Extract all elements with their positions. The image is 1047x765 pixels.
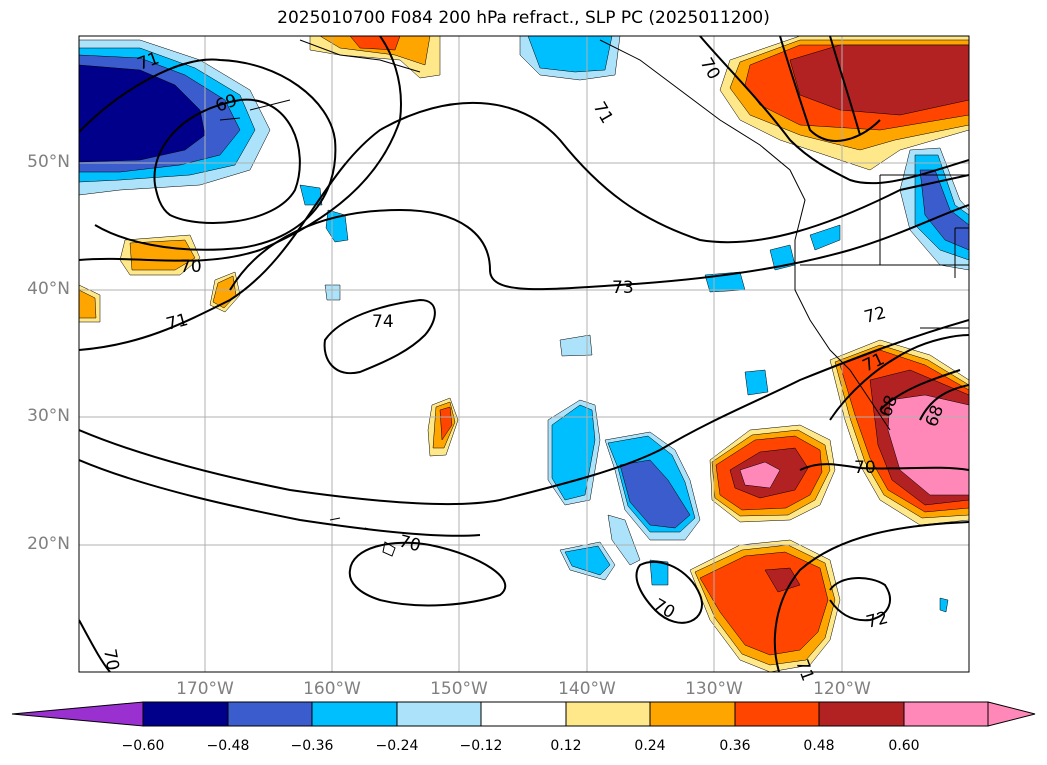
colorbar-tick-label: −0.12	[459, 738, 503, 754]
slp-contours	[79, 36, 969, 672]
colorbar-tick-label: 0.60	[888, 738, 920, 754]
lat-label: 50°N	[27, 152, 70, 172]
contour-label: 71	[589, 99, 617, 128]
map-frame	[78, 35, 970, 673]
contour-label: 70	[650, 595, 679, 623]
colorbar-extend-low	[11, 701, 144, 727]
contour-label: 71	[164, 310, 190, 335]
contour-label: 73	[612, 278, 634, 298]
contour-label: 70	[180, 257, 202, 277]
anomaly-shading	[79, 36, 969, 672]
colorbar-tick-label: −0.60	[121, 738, 165, 754]
colorbar-extend-high	[987, 701, 1036, 727]
colorbar-tick-label: −0.48	[206, 738, 250, 754]
colorbar-tick-label: −0.36	[290, 738, 334, 754]
contour-label: 70	[854, 458, 876, 478]
contour-label: 70	[99, 647, 122, 672]
lon-label: 140°W	[558, 679, 616, 699]
lon-label: 170°W	[176, 679, 234, 699]
colorbar-tick-label: 0.24	[634, 738, 666, 754]
colorbar-tick-label: 0.48	[803, 738, 835, 754]
lat-label: 20°N	[27, 534, 70, 554]
contour-label: 74	[372, 312, 394, 332]
lat-label: 30°N	[27, 406, 70, 426]
map-title: 2025010700 F084 200 hPa refract., SLP PC…	[277, 8, 770, 28]
lat-lon-grid	[79, 36, 969, 672]
contour-label: 70	[397, 532, 423, 557]
lon-label: 150°W	[430, 679, 488, 699]
colorbar-tick-label: 0.36	[719, 738, 751, 754]
colorbar	[11, 701, 1036, 727]
colorbar-tick-label: −0.24	[375, 738, 419, 754]
contour-label: 72	[862, 303, 888, 328]
lon-label: 120°W	[813, 679, 871, 699]
colorbar-tick-label: 0.12	[550, 738, 582, 754]
lon-label: 130°W	[685, 679, 743, 699]
lat-label: 40°N	[27, 279, 70, 299]
lon-label: 160°W	[303, 679, 361, 699]
